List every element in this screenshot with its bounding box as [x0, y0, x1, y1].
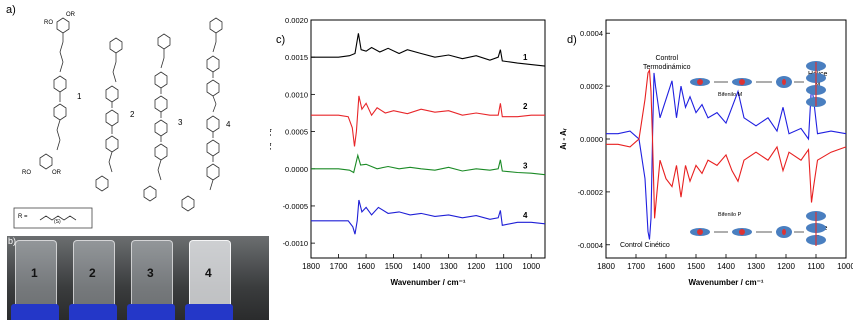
x-tick-label: 1200: [467, 262, 485, 271]
chemical-structures: [13, 17, 223, 229]
compound-1-structure: [39, 17, 70, 170]
vial-3: [131, 240, 173, 308]
vial-number-1: 1: [31, 266, 38, 280]
compound-2-number: 2: [130, 110, 135, 119]
x-tick-label: 1400: [717, 262, 735, 271]
series-line-3: [311, 153, 546, 176]
series-line-4: [311, 199, 546, 235]
y-tick-label: 0.0000: [285, 165, 308, 174]
y-tick-label: -0.0010: [283, 239, 308, 248]
vial-1: [15, 240, 57, 308]
x-tick-label: 1000: [522, 262, 540, 271]
molecule-pictograms: [690, 61, 826, 246]
compound-1-number: 1: [77, 92, 82, 101]
x-tick-label: 1400: [412, 262, 430, 271]
y-tick-label: -0.0004: [578, 241, 603, 250]
y-tick-label: 0.0000: [580, 135, 603, 144]
compound-3-number: 3: [178, 118, 183, 127]
y-tick-label: 0.0002: [580, 82, 603, 91]
or-label-bottom: OR: [52, 170, 61, 176]
r-definition-label: R =: [18, 214, 28, 220]
chart-c: 1800 1700 1600 1500 1400 1300 1200 1100 1000 0.00…: [270, 16, 546, 287]
vial-cap-3: [127, 304, 175, 320]
series-label-2: 2: [523, 102, 528, 111]
x-tick-label: 1100: [495, 262, 513, 271]
y-tick-label: -0.0005: [283, 202, 308, 211]
y-tick-label: 0.0010: [285, 90, 308, 99]
panel-a-label: a): [6, 4, 16, 16]
annotation-control-cinetico: Control Cinético: [620, 242, 670, 249]
x-tick-label: 1600: [357, 262, 375, 271]
series-label-4: 4: [523, 211, 528, 220]
annotation-control-termodinamico: Control Termodinámico: [643, 55, 691, 71]
vial-photo: b) 1 2 3 4: [7, 236, 269, 320]
series-line-1: [311, 33, 546, 67]
panel-c-label: c): [276, 34, 286, 46]
x-tick-label: 1700: [330, 262, 348, 271]
y-tick-label: -0.0002: [578, 188, 603, 197]
x-tick-label: 1800: [302, 262, 320, 271]
x-tick-label: 1000: [837, 262, 853, 271]
panel-b-label: b): [8, 236, 17, 246]
vial-cap-2: [69, 304, 117, 320]
vial-number-3: 3: [147, 266, 154, 280]
compound-4-structure: [181, 17, 223, 212]
kinetic-scheme: [690, 211, 826, 246]
series-line-2: [311, 95, 545, 147]
x-axis-label: Wavenumber / cm⁻¹: [390, 278, 465, 287]
or-label-top: OR: [66, 12, 75, 18]
vial-cap-1: [11, 304, 59, 320]
vial-4: [189, 240, 231, 308]
thermo-scheme: [690, 61, 826, 107]
annotation-bifenilo-p: Bifenilo P: [718, 212, 742, 218]
series-line-red: [606, 68, 847, 219]
vial-number-2: 2: [89, 266, 96, 280]
compound-2-structure: [95, 37, 123, 192]
vial-number-4: 4: [205, 266, 212, 280]
x-tick-label: 1300: [747, 262, 765, 271]
ro-label-top: RO: [44, 20, 53, 26]
y-tick-label: 0.0015: [285, 53, 308, 62]
vial-cap-4: [185, 304, 233, 320]
r-stereo-label: (S): [54, 219, 61, 225]
x-tick-label: 1500: [385, 262, 403, 271]
x-tick-label: 1700: [627, 262, 645, 271]
x-tick-label: 1600: [657, 262, 675, 271]
compound-3-structure: [143, 33, 171, 202]
y-tick-label: 0.0004: [580, 29, 603, 38]
y-axis-label: Aₗ - Aᵣ: [560, 128, 568, 150]
x-tick-label: 1200: [777, 262, 795, 271]
x-tick-label: 1800: [597, 262, 615, 271]
panel-d-label: d): [567, 34, 577, 46]
x-tick-label: 1500: [687, 262, 705, 271]
x-tick-label: 1300: [440, 262, 458, 271]
y-tick-label: 0.0005: [285, 128, 308, 137]
plot-frame: [310, 19, 546, 259]
x-tick-label: 1100: [807, 262, 825, 271]
compound-4-number: 4: [226, 120, 231, 129]
r-group-box: [13, 207, 93, 229]
series-line-blue: [606, 72, 847, 240]
chart-d: 1800 1700 1600 1500 1400 1300 1200 1100 1000 0.00…: [560, 19, 853, 287]
ro-label-bottom: RO: [22, 170, 31, 176]
y-axis-label: Aₗ - Aᵣ: [270, 128, 273, 150]
x-axis-label: Wavenumber / cm⁻¹: [688, 278, 763, 287]
series-label-1: 1: [523, 53, 528, 62]
series-label-3: 3: [523, 162, 528, 171]
y-tick-label: 0.0020: [285, 16, 308, 25]
annotation-bifenilo-m: Bifenilo M: [718, 92, 743, 98]
